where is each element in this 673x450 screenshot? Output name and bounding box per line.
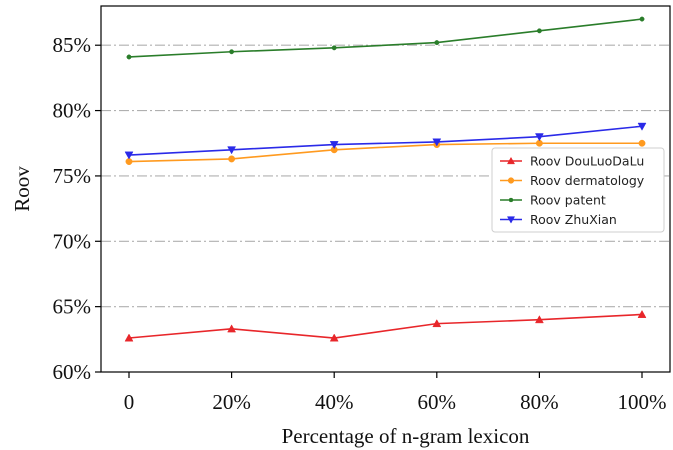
x-tick-label: 100% (618, 390, 667, 414)
y-tick-label: 70% (53, 229, 92, 253)
data-point (329, 333, 339, 342)
series-0 (124, 309, 647, 342)
series-3 (124, 122, 647, 160)
x-axis-label: Percentage of n-gram lexicon (282, 424, 530, 448)
legend-swatch-marker (507, 177, 515, 184)
y-tick-label: 85% (53, 33, 92, 57)
series-line (128, 142, 642, 163)
legend-box (491, 147, 665, 233)
y-axis-ticks: 60% 65% 70% 75% 80% 85% (53, 33, 101, 384)
data-point (432, 319, 442, 328)
data-point (534, 133, 544, 142)
data-point (637, 122, 647, 131)
data-point (126, 54, 132, 60)
y-tick-label: 65% (53, 295, 92, 319)
series-lines (124, 16, 647, 342)
data-point (331, 45, 337, 51)
data-point (637, 309, 647, 318)
data-point (639, 16, 645, 22)
legend-swatch-marker (506, 156, 516, 165)
data-point (638, 139, 646, 147)
legend: Roov DouLuoDaLu Roov dermatology Roov pate… (491, 147, 665, 233)
series-line (128, 18, 643, 58)
data-point (124, 151, 134, 160)
y-tick-label: 80% (53, 99, 92, 123)
legend-label: Roov DouLuoDaLu (530, 154, 644, 169)
y-tick-label: 60% (53, 360, 92, 384)
data-point (434, 40, 440, 46)
data-point (534, 315, 544, 324)
y-axis-label: Roov (10, 166, 34, 212)
legend-label: Roov dermatology (530, 173, 645, 188)
data-point (229, 49, 235, 55)
x-tick-label: 40% (315, 390, 354, 414)
x-tick-label: 60% (418, 390, 457, 414)
legend-swatch-marker (506, 216, 516, 224)
data-point (227, 324, 237, 333)
data-point (329, 141, 339, 150)
series-2 (126, 16, 645, 60)
data-point (432, 138, 442, 147)
x-tick-label: 80% (520, 390, 559, 414)
legend-item: Roov DouLuoDaLu (500, 154, 644, 169)
legend-item: Roov ZhuXian (500, 212, 617, 227)
legend-item: Roov dermatology (500, 173, 645, 188)
data-point (536, 28, 542, 34)
data-point (228, 155, 236, 163)
data-point (124, 333, 134, 342)
legend-label: Roov ZhuXian (530, 212, 617, 227)
series-line (128, 313, 643, 339)
x-tick-label: 0 (124, 390, 135, 414)
legend-label: Roov patent (530, 193, 606, 208)
data-point (227, 146, 237, 155)
x-axis-ticks: 0 20% 40% 60% 80% 100% (124, 372, 667, 414)
y-tick-label: 75% (53, 164, 92, 188)
legend-item: Roov patent (500, 193, 606, 208)
legend-swatch-marker (508, 197, 514, 203)
plot-frame (100, 5, 671, 373)
series-line (128, 125, 643, 156)
x-tick-label: 20% (212, 390, 251, 414)
